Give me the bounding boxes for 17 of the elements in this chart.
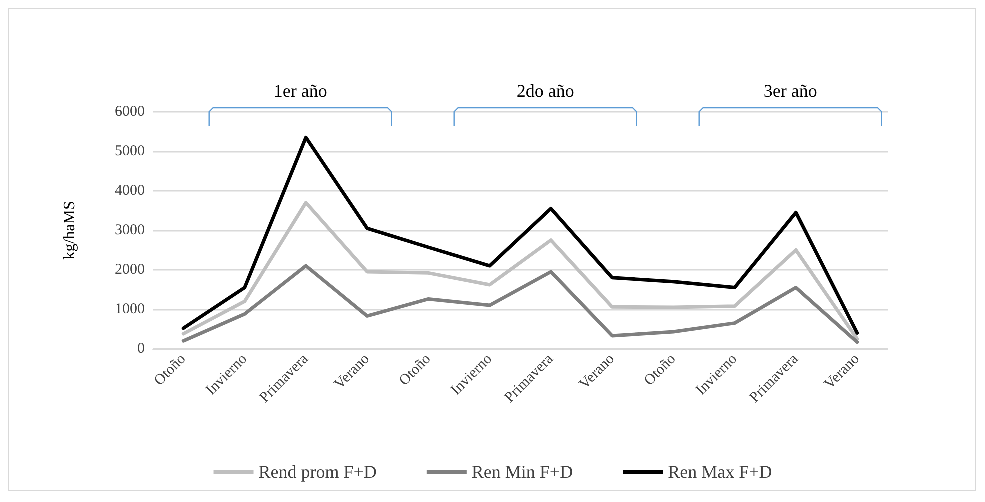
text: 3er año: [764, 81, 818, 101]
legend-label: Ren Max F+D: [668, 462, 772, 482]
line-series: [182, 136, 860, 335]
line-series: [182, 264, 860, 344]
legend-label: Ren Min F+D: [472, 462, 574, 482]
y-tick-label: 5000: [115, 144, 145, 160]
text: 2do año: [516, 81, 574, 101]
y-tick-label: 0: [138, 341, 145, 357]
line-series: [182, 201, 860, 341]
text: 1er año: [274, 81, 328, 101]
legend-label: Rend prom F+D: [258, 462, 377, 482]
y-tick-label: 4000: [115, 183, 145, 199]
y-tick-label: 6000: [115, 104, 145, 120]
y-tick-label: 3000: [115, 222, 145, 238]
y-tick-label: 2000: [115, 262, 145, 278]
y-tick-label: 1000: [115, 302, 145, 318]
y-axis-title: kg/haMS: [62, 201, 78, 260]
